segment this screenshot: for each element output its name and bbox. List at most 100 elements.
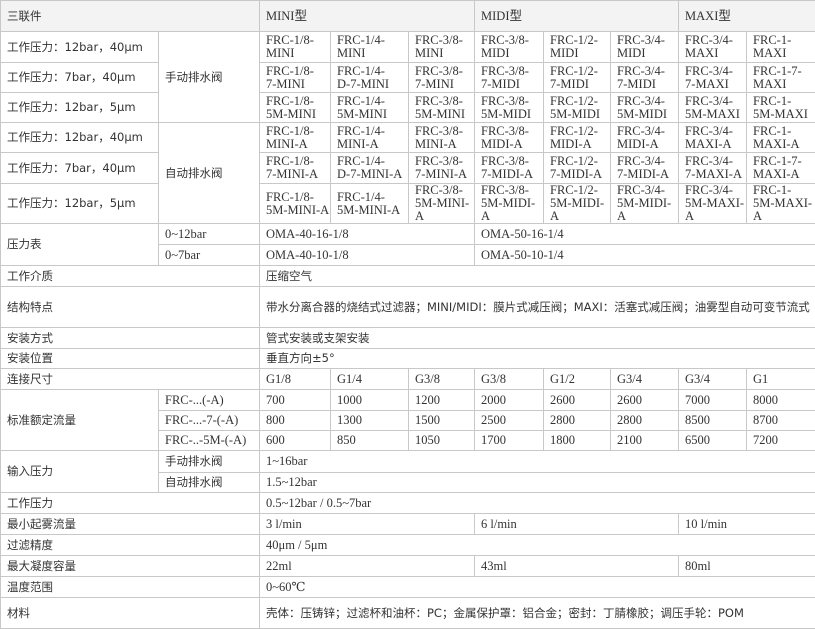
table-cell: 工作压力：7bar，40μm [1, 63, 159, 93]
table-cell: 0~7bar [159, 245, 260, 266]
table-cell: FRC-1/4- 5M-MINI [331, 93, 409, 123]
table-cell: 7200 [747, 431, 815, 451]
table-cell: FRC-3/8- 7-MINI-A [409, 153, 475, 184]
table-cell: 1300 [331, 411, 409, 431]
table-cell: FRC-3/8- MIDI [475, 32, 544, 63]
table-cell: 工作压力：7bar，40μm [1, 153, 159, 184]
table-cell: FRC-1/4- D-7-MINI [331, 63, 409, 93]
table-cell: G3/8 [475, 369, 544, 390]
table-cell: 700 [260, 390, 331, 411]
table-cell: FRC-1- 5M-MAXI [747, 93, 815, 123]
table-cell: 2600 [611, 390, 679, 411]
table-cell: FRC-1/4- MINI-A [331, 123, 409, 153]
table-cell: 标准额定流量 [1, 390, 159, 451]
table-cell: 1050 [409, 431, 475, 451]
table-cell: 1200 [409, 390, 475, 411]
table-cell: 连接尺寸 [1, 369, 260, 390]
table-cell: 安装方式 [1, 328, 260, 349]
table-cell: 8700 [747, 411, 815, 431]
table-cell: FRC-1/4- D-7-MINI-A [331, 153, 409, 184]
table-cell: 80ml [679, 556, 815, 577]
table-cell: FRC-1/8- MINI [260, 32, 331, 63]
table-cell: G3/8 [409, 369, 475, 390]
table-cell: FRC-1- MAXI [747, 32, 815, 63]
table-cell: FRC-1/8- MINI-A [260, 123, 331, 153]
table-row: 结构特点带水分离合器的烧结式过滤器；MINI/MIDI：膜片式减压阀；MAXI：… [1, 287, 815, 328]
table-cell: 最大凝度容量 [1, 556, 260, 577]
table-cell: 7000 [679, 390, 747, 411]
table-cell: 0~12bar [159, 224, 260, 245]
table-cell: 1800 [544, 431, 611, 451]
header-cell: MAXI型 [679, 1, 815, 32]
table-cell: FRC-1- MAXI-A [747, 123, 815, 153]
table-cell: FRC-3/4- MIDI [611, 32, 679, 63]
table-row: 材料壳体：压铸锌；过滤杯和油杯：PC；金属保护罩：铝合金；密封：丁腈橡胶；调压手… [1, 598, 815, 629]
table-cell: FRC-1/4- MINI [331, 32, 409, 63]
table-cell: FRC-1/2- 7-MIDI [544, 63, 611, 93]
table-cell: FRC-3/4- 7-MIDI-A [611, 153, 679, 184]
table-cell: 工作压力：12bar，40μm [1, 123, 159, 153]
table-cell: FRC-3/8- MINI [409, 32, 475, 63]
table-cell: 材料 [1, 598, 260, 629]
table-cell: 2100 [611, 431, 679, 451]
table-cell: FRC-1/2- 5M-MIDI-A [544, 184, 611, 224]
table-cell: FRC-1/8- 7-MINI-A [260, 153, 331, 184]
table-cell: FRC-3/8- 5M-MINI [409, 93, 475, 123]
table-cell: FRC-1/8- 5M-MINI [260, 93, 331, 123]
table-cell: 自动排水阀 [159, 123, 260, 224]
table-cell: 6 l/min [475, 514, 679, 535]
table-cell: 8000 [747, 390, 815, 411]
table-cell: 安装位置 [1, 349, 260, 369]
table-row: 安装方式管式安装或支架安装 [1, 328, 815, 349]
table-cell: FRC-3/4- 5M-MIDI [611, 93, 679, 123]
table-cell: FRC-1-7- MAXI-A [747, 153, 815, 184]
table-cell: 结构特点 [1, 287, 260, 328]
table-cell: 43ml [475, 556, 679, 577]
table-cell: 温度范围 [1, 577, 260, 598]
table-cell: 22ml [260, 556, 475, 577]
table-cell: 2000 [475, 390, 544, 411]
table-cell: 2800 [544, 411, 611, 431]
table-cell: 0~60℃ [260, 577, 815, 598]
table-cell: OMA-40-16-1/8 [260, 224, 475, 245]
table-cell: G1/8 [260, 369, 331, 390]
table-cell: FRC-1/8- 7-MINI [260, 63, 331, 93]
table-cell: FRC-3/8- 7-MINI [409, 63, 475, 93]
table-cell: FRC-1/2- 5M-MIDI [544, 93, 611, 123]
table-cell: 40μm / 5μm [260, 535, 815, 556]
table-row: 工作介质压缩空气 [1, 266, 815, 287]
table-cell: FRC-3/4- 5M-MAXI [679, 93, 747, 123]
table-cell: OMA-50-16-1/4 [475, 224, 815, 245]
table-cell: 2500 [475, 411, 544, 431]
table-cell: 工作压力 [1, 493, 260, 514]
table-cell: 6500 [679, 431, 747, 451]
table-cell: 850 [331, 431, 409, 451]
table-cell: 600 [260, 431, 331, 451]
table-cell: 2800 [611, 411, 679, 431]
table-cell: FRC-1/2- MIDI-A [544, 123, 611, 153]
table-row: 安装位置垂直方向±5° [1, 349, 815, 369]
table-cell: G1 [747, 369, 815, 390]
table-cell: FRC-1-7- MAXI [747, 63, 815, 93]
table-cell: 压力表 [1, 224, 159, 266]
table-cell: 壳体：压铸锌；过滤杯和油杯：PC；金属保护罩：铝合金；密封：丁腈橡胶；调压手轮：… [260, 598, 815, 629]
table-cell: G1/4 [331, 369, 409, 390]
table-cell: FRC-...-7-(-A) [159, 411, 260, 431]
table-cell: G3/4 [611, 369, 679, 390]
table-cell: FRC-1/2- MIDI [544, 32, 611, 63]
table-cell: 手动排水阀 [159, 32, 260, 123]
table-cell: FRC-3/4- MIDI-A [611, 123, 679, 153]
table-cell: FRC-1/2- 7-MIDI-A [544, 153, 611, 184]
table-cell: FRC-3/8- 5M-MIDI [475, 93, 544, 123]
table-cell: 800 [260, 411, 331, 431]
